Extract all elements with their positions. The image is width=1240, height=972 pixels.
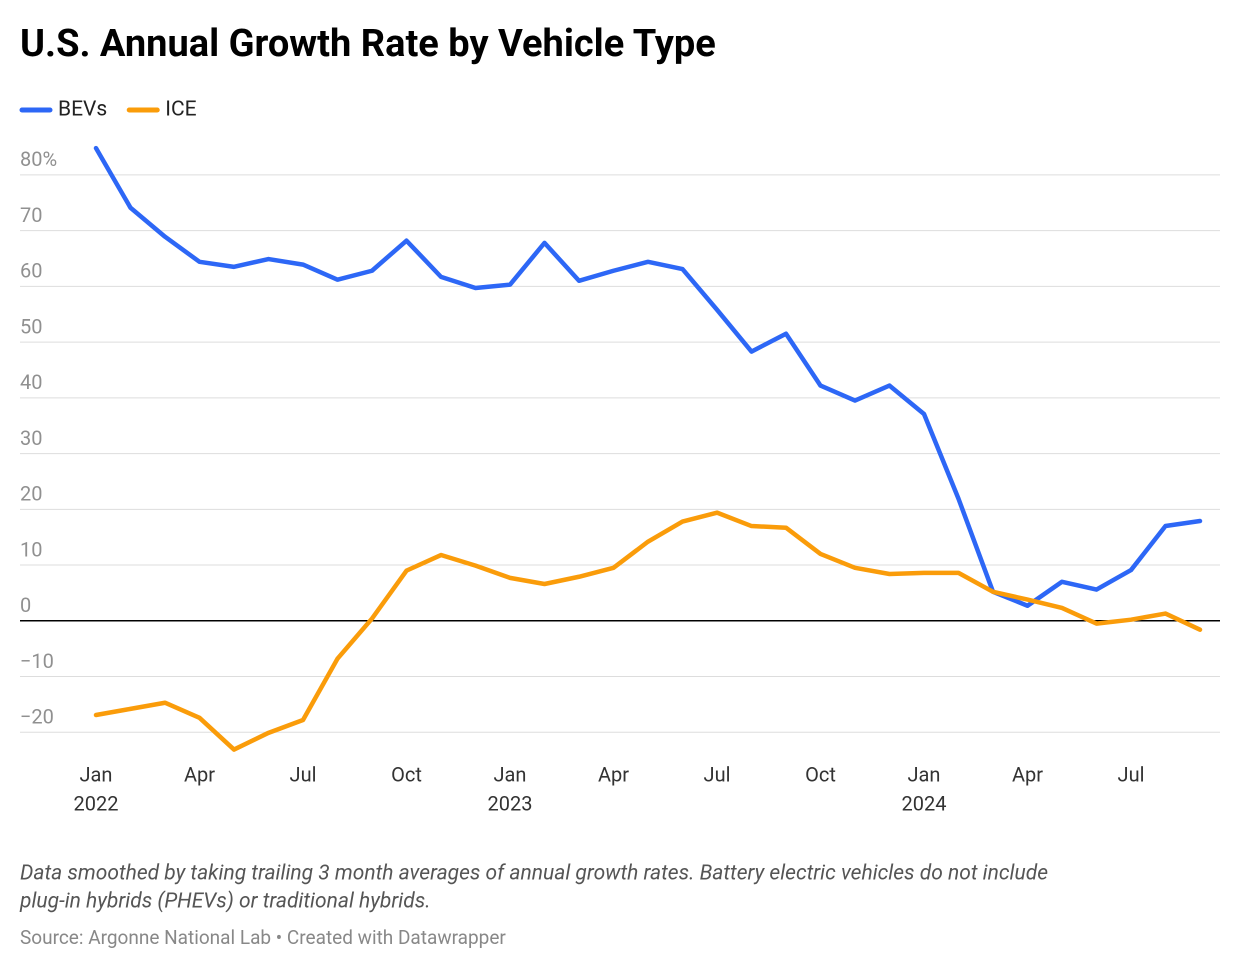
series-line — [93, 145, 1203, 608]
source: Source: Argonne National Lab • Created w… — [20, 926, 506, 949]
y-tick-label: 20 — [20, 482, 42, 506]
y-tick-label: 50 — [20, 314, 42, 338]
x-tick-label: Apr — [1012, 762, 1043, 786]
x-tick-label: Jan — [494, 762, 527, 786]
note: plug-in hybrids (PHEVs) or traditional h… — [19, 890, 431, 914]
y-tick-label: 60 — [20, 259, 42, 283]
x-tick-label: Jul — [704, 762, 731, 786]
note: Data smoothed by taking trailing 3 month… — [20, 862, 1048, 886]
y-tick-label: 0 — [20, 593, 31, 617]
y-tick-label: 30 — [20, 426, 42, 450]
x-tick-label: Jan — [80, 762, 113, 786]
x-tick-year: 2024 — [902, 791, 947, 815]
x-tick-year: 2022 — [74, 791, 119, 815]
y-tick-label: 70 — [20, 203, 42, 227]
legend-label: BEVs — [58, 98, 107, 122]
y-tick-label: 40 — [20, 370, 42, 394]
x-tick-label: Apr — [184, 762, 215, 786]
x-tick-label: Oct — [805, 762, 836, 786]
x-tick-label: Jul — [290, 762, 317, 786]
x-tick-label: Jan — [908, 762, 941, 786]
y-tick-label: −20 — [20, 705, 54, 729]
y-tick-label: 80% — [20, 147, 57, 171]
x-tick-label: Apr — [598, 762, 629, 786]
x-tick-label: Jul — [1118, 762, 1145, 786]
legend-label: ICE — [165, 98, 196, 122]
x-tick-label: Oct — [391, 762, 422, 786]
x-tick-year: 2023 — [488, 791, 533, 815]
chart-title: U.S. Annual Growth Rate by Vehicle Type — [20, 22, 716, 66]
series-line — [93, 510, 1203, 752]
y-tick-label: −10 — [20, 649, 54, 673]
y-tick-label: 10 — [20, 537, 42, 561]
